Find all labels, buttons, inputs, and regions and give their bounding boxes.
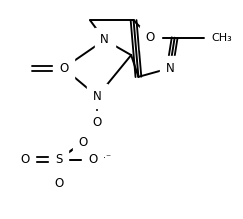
Text: O: O <box>93 116 102 129</box>
Text: N: N <box>93 90 102 103</box>
Text: N: N <box>165 62 174 75</box>
Text: S: S <box>55 153 62 166</box>
Text: O: O <box>78 136 87 149</box>
Text: O: O <box>54 177 63 190</box>
Text: O: O <box>20 153 29 166</box>
Text: N: N <box>100 33 109 46</box>
Text: ·⁻: ·⁻ <box>103 154 112 163</box>
Text: O: O <box>88 153 97 166</box>
Text: O: O <box>59 62 68 75</box>
Text: CH₃: CH₃ <box>211 33 232 43</box>
Text: O: O <box>146 31 155 44</box>
